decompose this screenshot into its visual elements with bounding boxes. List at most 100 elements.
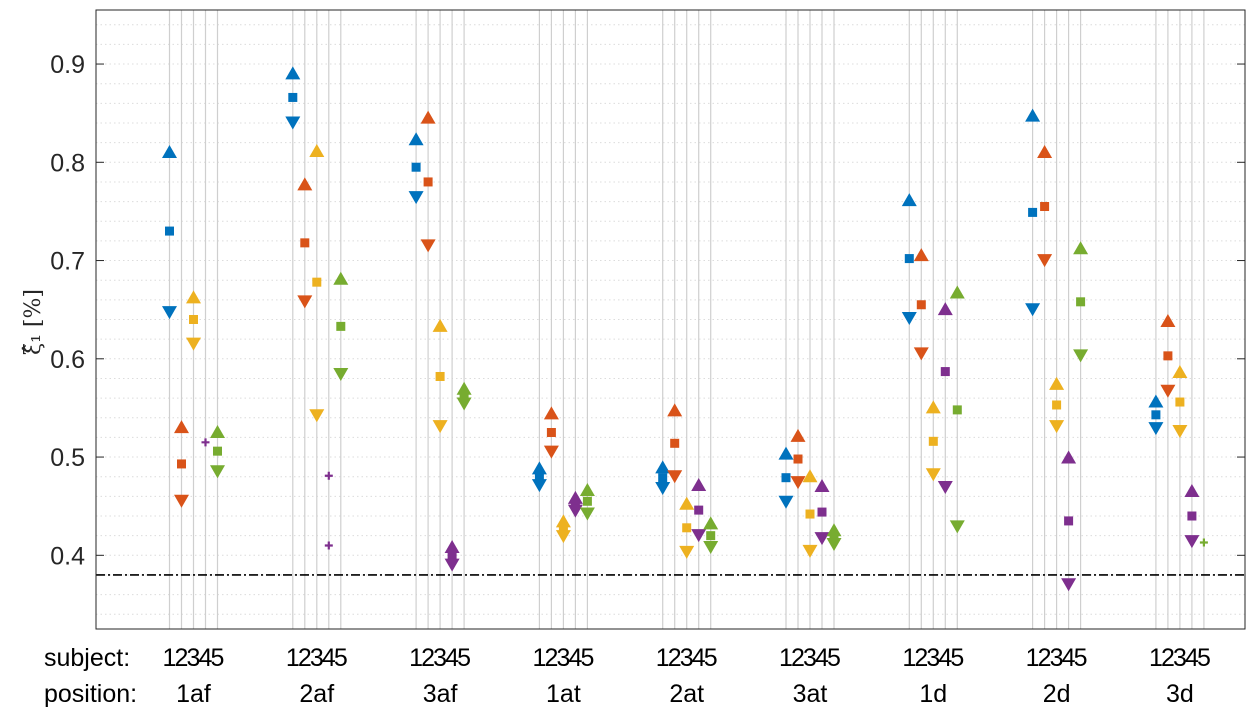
lower-triangle-marker <box>1148 422 1164 436</box>
estimate-square-marker <box>1187 511 1197 521</box>
subject-number-label: 3 <box>187 644 201 672</box>
subject-number-label: 4 <box>1185 644 1199 672</box>
upper-triangle-marker <box>1037 144 1053 158</box>
subject-number-label: 1 <box>779 644 793 672</box>
y-tick-label: 0.6 <box>50 346 85 374</box>
lower-triangle-marker <box>790 476 806 490</box>
y-axis: 0.4 0.5 0.6 0.7 0.8 0.9 <box>50 51 1245 570</box>
estimate-square-marker <box>435 371 445 381</box>
y-axis-label: ξ̂₁ [%] <box>21 289 46 355</box>
subject-number-label: 4 <box>938 644 952 672</box>
position-label: 1at <box>546 680 581 708</box>
upper-triangle-marker <box>1025 108 1041 122</box>
subject-number-label: 5 <box>950 644 964 672</box>
lower-triangle-marker <box>543 445 559 459</box>
upper-triangle-marker <box>210 424 225 438</box>
lower-triangle-marker <box>432 420 448 434</box>
upper-triangle-marker <box>679 496 695 510</box>
lower-triangle-marker <box>1037 254 1053 268</box>
subject-number-label: 2 <box>544 644 558 672</box>
lower-triangle-marker <box>1172 425 1188 439</box>
plus-marker <box>1199 538 1208 547</box>
upper-triangle-marker <box>432 318 448 332</box>
subject-number-label: 2 <box>791 644 805 672</box>
estimate-square-marker <box>682 523 692 533</box>
subject-number-label: 2 <box>421 644 435 672</box>
lower-triangle-marker <box>531 479 547 493</box>
estimate-square-marker <box>177 459 186 469</box>
subject-number-label: 5 <box>334 644 348 672</box>
upper-triangle-marker <box>814 479 830 493</box>
estimate-square-marker <box>1028 207 1038 217</box>
lower-triangle-marker <box>703 540 719 554</box>
upper-triangle-marker <box>579 482 595 496</box>
subject-number-label: 5 <box>580 644 594 672</box>
estimate-square-marker <box>793 454 803 464</box>
upper-triangle-marker <box>531 461 547 475</box>
lower-triangle-marker <box>186 337 201 351</box>
estimate-square-marker <box>670 438 680 448</box>
subject-number-label: 2 <box>1038 644 1052 672</box>
upper-triangle-marker <box>162 144 177 158</box>
lower-triangle-marker <box>949 520 965 534</box>
estimate-square-marker <box>411 162 421 172</box>
lower-triangle-marker <box>691 529 707 543</box>
subject-number-label: 3 <box>433 644 447 672</box>
position-label: 2af <box>299 680 334 708</box>
lower-triangle-marker <box>162 306 177 320</box>
subject-number-label: 5 <box>704 644 718 672</box>
estimate-square-marker <box>781 473 791 483</box>
upper-triangle-marker <box>1160 313 1176 327</box>
lower-triangle-marker <box>309 409 325 423</box>
lower-triangle-marker <box>826 538 842 552</box>
upper-triangle-marker <box>790 428 806 442</box>
upper-triangle-marker <box>1172 365 1188 379</box>
lower-triangle-marker <box>297 295 313 309</box>
upper-triangle-marker <box>703 516 719 530</box>
subject-number-label: 4 <box>322 644 336 672</box>
plus-marker <box>201 438 210 447</box>
upper-triangle-marker <box>285 66 301 80</box>
estimate-square-marker <box>546 427 556 437</box>
subject-number-label: 1 <box>902 644 916 672</box>
estimate-square-marker <box>300 238 310 248</box>
estimate-square-marker <box>1064 516 1074 526</box>
estimate-square-marker <box>658 473 668 483</box>
lower-triangle-marker <box>456 397 472 411</box>
estimate-square-marker <box>694 505 704 515</box>
estimate-square-marker <box>447 550 457 560</box>
lower-triangle-marker <box>937 481 953 495</box>
upper-triangle-marker <box>826 523 842 537</box>
lower-triangle-marker <box>1073 349 1089 363</box>
estimate-square-marker <box>1151 410 1161 420</box>
subject-row-label: subject: <box>44 644 130 672</box>
lower-triangle-marker <box>901 312 917 326</box>
y-tick-label: 0.9 <box>50 51 85 79</box>
estimate-square-marker <box>916 300 926 310</box>
lower-triangle-marker <box>655 482 671 496</box>
estimate-square-marker <box>189 315 198 324</box>
subject-number-label: 3 <box>803 644 817 672</box>
subject-number-label: 3 <box>556 644 570 672</box>
estimate-square-marker <box>1076 297 1086 307</box>
position-row-label: position: <box>44 680 137 708</box>
lower-triangle-marker <box>174 494 189 508</box>
lower-triangle-marker <box>778 495 794 509</box>
estimate-square-marker <box>706 531 716 541</box>
estimate-square-marker <box>817 507 827 517</box>
estimate-square-marker <box>1040 202 1050 212</box>
estimate-square-marker <box>165 226 174 236</box>
y-tick-label: 0.4 <box>50 542 85 570</box>
estimate-square-marker <box>1175 397 1185 407</box>
y-tick-label: 0.5 <box>50 444 85 472</box>
lower-triangle-marker <box>420 239 436 253</box>
subject-number-label: 3 <box>1050 644 1064 672</box>
upper-triangle-marker <box>655 460 671 474</box>
subject-number-label: 4 <box>445 644 459 672</box>
estimate-square-marker <box>1163 351 1173 361</box>
plot-frame <box>95 9 1246 630</box>
estimate-square-marker <box>582 496 592 506</box>
subject-number-label: 4 <box>692 644 706 672</box>
subject-number-label: 4 <box>1062 644 1076 672</box>
subject-number-label: 1 <box>656 644 670 672</box>
